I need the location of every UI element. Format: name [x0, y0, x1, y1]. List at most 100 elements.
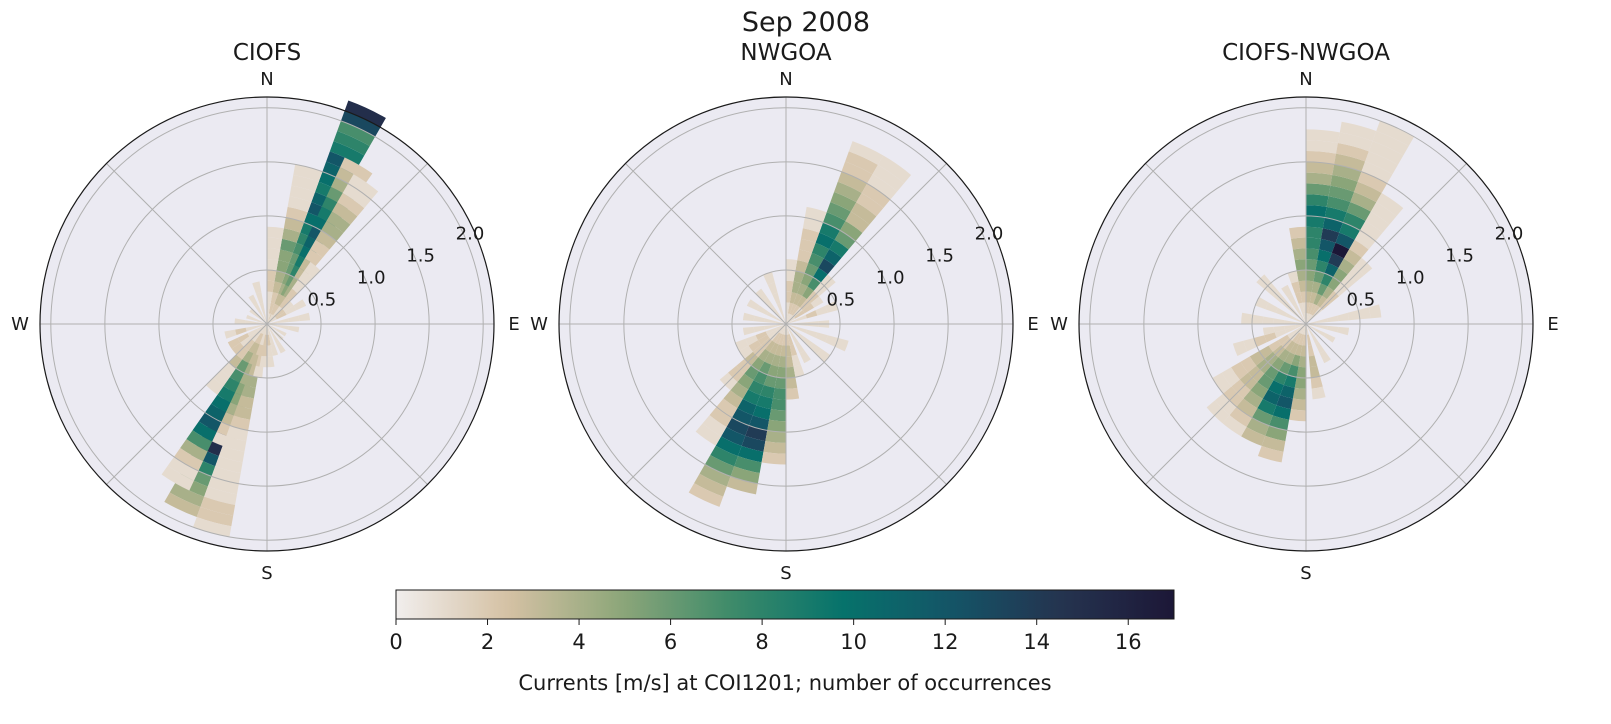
- histogram-bin: [774, 377, 786, 389]
- direction-label-e: E: [1547, 314, 1558, 335]
- histogram-bin: [1306, 194, 1329, 207]
- histogram-bin: [249, 330, 260, 340]
- histogram-bin: [1336, 143, 1369, 162]
- histogram-bin: [1262, 326, 1275, 336]
- histogram-bin: [786, 259, 798, 271]
- histogram-bin: [274, 270, 286, 284]
- histogram-bin: [758, 361, 772, 375]
- histogram-bin: [1337, 326, 1350, 336]
- histogram-bin: [737, 373, 754, 390]
- histogram-bin: [1306, 334, 1312, 346]
- histogram-bin: [218, 445, 245, 463]
- histogram-bin: [298, 312, 311, 322]
- histogram-bin: [337, 192, 365, 217]
- histogram-bin: [1221, 367, 1240, 387]
- histogram-bin: [1298, 302, 1305, 314]
- histogram-bin: [834, 181, 862, 203]
- histogram-bin: [235, 359, 249, 373]
- radial-tick-label: 1.0: [876, 268, 905, 289]
- histogram-bin: [276, 260, 290, 274]
- histogram-bin: [786, 377, 798, 389]
- radial-tick-label: 1.5: [1445, 246, 1474, 267]
- histogram-bin: [244, 374, 258, 388]
- histogram-bin: [333, 131, 370, 156]
- histogram-bin: [1322, 286, 1334, 300]
- radial-tick-label: 1.0: [1396, 268, 1425, 289]
- histogram-bin: [289, 185, 316, 203]
- histogram-bin: [267, 324, 274, 334]
- histogram-bin: [1332, 164, 1362, 182]
- histogram-bin: [795, 314, 807, 322]
- histogram-bin: [1278, 361, 1292, 375]
- histogram-bin: [769, 409, 786, 422]
- histogram-bin: [1368, 304, 1382, 319]
- histogram-bin: [763, 297, 774, 309]
- histogram-bin: [769, 342, 779, 355]
- histogram-bin: [1310, 376, 1323, 389]
- histogram-bin: [778, 334, 785, 346]
- histogram-bin: [1273, 318, 1285, 324]
- radial-tick-label: 2.0: [456, 224, 485, 245]
- subplot-title: CIOFS-NWGOA: [1222, 40, 1390, 66]
- histogram-bin: [241, 384, 256, 399]
- histogram-bin: [237, 395, 254, 410]
- direction-label-s: S: [1300, 563, 1311, 584]
- histogram-bin: [726, 417, 750, 436]
- angular-gridline: [1145, 163, 1307, 325]
- histogram-bin: [1339, 121, 1377, 142]
- histogram-bin: [1315, 341, 1325, 354]
- histogram-bin: [789, 292, 798, 304]
- histogram-bin: [731, 408, 753, 426]
- histogram-bin: [1269, 415, 1290, 431]
- histogram-bin: [755, 288, 768, 302]
- histogram-bin: [1309, 303, 1317, 315]
- histogram-bin: [1241, 312, 1253, 324]
- histogram-bin: [1255, 296, 1269, 310]
- subplot-title: NWGOA: [740, 40, 831, 66]
- histogram-bin: [260, 314, 267, 324]
- histogram-bin: [742, 389, 761, 406]
- histogram-bin: [223, 377, 240, 393]
- histogram-bin: [797, 283, 808, 296]
- histogram-bin: [215, 456, 243, 474]
- histogram-bin: [856, 192, 884, 217]
- histogram-bin: [786, 355, 794, 368]
- histogram-bin: [810, 296, 824, 308]
- histogram-bin: [840, 221, 863, 242]
- histogram-bin: [1240, 356, 1257, 373]
- angular-gridline: [1305, 163, 1467, 325]
- histogram-bin: [804, 263, 819, 278]
- histogram-bin: [161, 465, 194, 491]
- histogram-bin: [1365, 151, 1398, 175]
- histogram-bin: [763, 441, 786, 454]
- histogram-bin: [1322, 217, 1343, 233]
- histogram-bin: [1306, 302, 1310, 314]
- histogram-bin: [721, 426, 746, 446]
- histogram-bin: [808, 252, 824, 268]
- histogram-bin: [267, 313, 271, 324]
- histogram-bin: [1291, 281, 1301, 294]
- colorbar-tick-label: 10: [840, 630, 867, 654]
- histogram-bin: [251, 331, 261, 342]
- polar-grid: [40, 97, 494, 551]
- histogram-bin: [271, 332, 280, 344]
- histogram-bin: [772, 387, 786, 400]
- histogram-bin: [1287, 294, 1297, 307]
- histogram-bin: [240, 336, 252, 347]
- histogram-bin: [767, 419, 786, 433]
- subplot-title: CIOFS: [233, 40, 301, 66]
- radial-tick-label: 1.5: [925, 246, 954, 267]
- histogram-bin: [282, 228, 301, 243]
- histogram-bin: [204, 403, 226, 422]
- angular-gridline: [785, 323, 947, 485]
- histogram-bin: [834, 337, 849, 352]
- histogram-bin: [257, 324, 267, 331]
- histogram-bin: [267, 355, 275, 368]
- histogram-bin: [293, 299, 307, 311]
- histogram-bin: [267, 324, 277, 331]
- colorbar-tick-label: 8: [755, 630, 768, 654]
- histogram-bin: [765, 327, 777, 335]
- histogram-bin: [1306, 129, 1340, 144]
- angular-gridline: [106, 323, 268, 485]
- histogram-bin: [1313, 293, 1323, 306]
